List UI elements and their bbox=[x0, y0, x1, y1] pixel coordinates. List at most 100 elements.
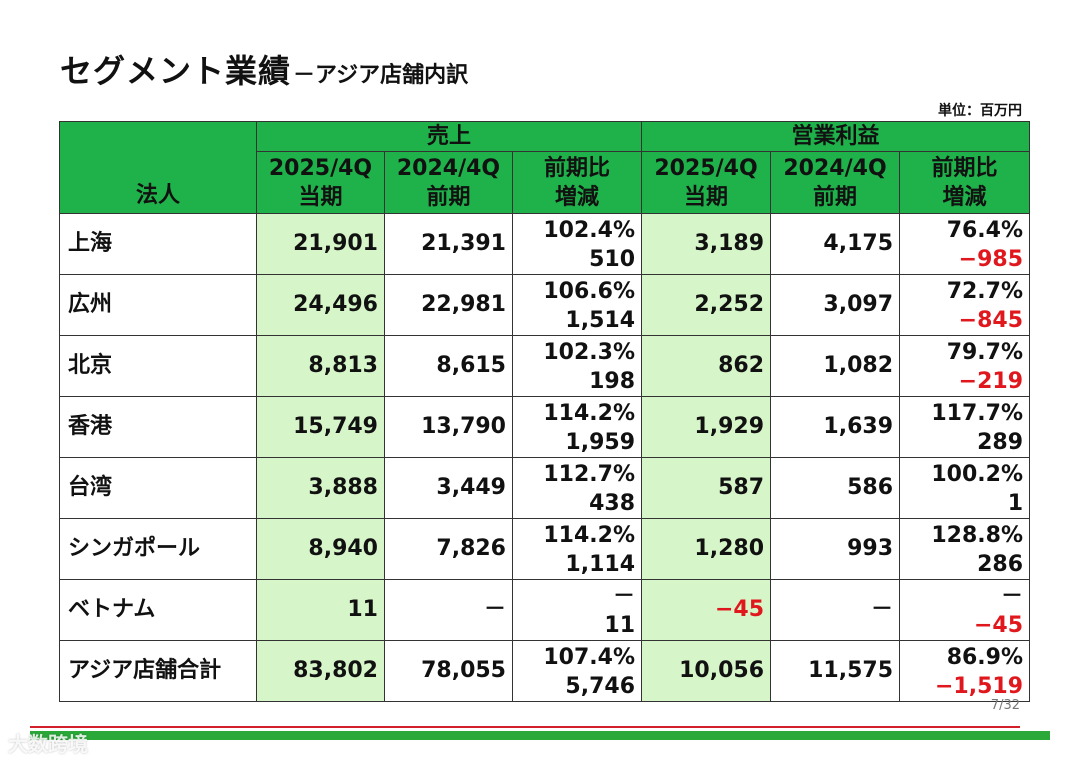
profit-change: 76.4% −985 bbox=[899, 213, 1031, 275]
profit-change: 117.7% 289 bbox=[899, 396, 1031, 458]
table-row: 香港 15,749 13,790 114.2% 1,959 1,929 1,639 117.7… bbox=[59, 396, 1031, 458]
diff-value: 1,959 bbox=[565, 429, 636, 455]
sales-previous: － bbox=[384, 579, 513, 641]
sales-change: － 11 bbox=[511, 579, 643, 641]
footer-green-bar bbox=[30, 731, 1050, 740]
ratio-value: 114.2% bbox=[543, 400, 636, 426]
table-row: ベトナム 11 －－ 11 −45 －－ −45 bbox=[59, 579, 1031, 641]
profit-change: 86.9% −1,519 bbox=[899, 640, 1031, 702]
entity-name: アジア店舗合計 bbox=[59, 640, 257, 702]
diff-value: 286 bbox=[977, 551, 1024, 577]
segment-table: 法人 売上 営業利益 2025/4Q 当期 2024/4Q 前期 前期比 増減 202… bbox=[59, 121, 1031, 702]
sales-previous: 3,449 bbox=[384, 457, 513, 519]
diff-value: −845 bbox=[958, 307, 1024, 333]
diff-value: 438 bbox=[589, 490, 636, 516]
col-header: 前期比 増減 bbox=[511, 151, 643, 214]
unit-label: 単位：百万円 bbox=[938, 103, 1022, 119]
ratio-value: 100.2% bbox=[931, 461, 1024, 487]
ratio-value: 128.8% bbox=[931, 522, 1024, 548]
ratio-value: 76.4% bbox=[946, 217, 1024, 243]
diff-value: −219 bbox=[958, 368, 1024, 394]
ratio-value: － bbox=[1001, 583, 1024, 609]
ratio-value: 102.3% bbox=[543, 339, 636, 365]
sales-previous: 13,790 bbox=[384, 396, 513, 458]
table-row: 上海 21,901 21,391 102.4% 510 3,189 4,175 76.4% −9… bbox=[59, 213, 1031, 275]
table-row: 北京 8,813 8,615 102.3% 198 862 1,082 79.7% −219 bbox=[59, 335, 1031, 397]
watermark: 大数跨境 bbox=[8, 732, 88, 756]
sales-change: 114.2% 1,114 bbox=[511, 518, 643, 580]
table-row: 台湾 3,888 3,449 112.7% 438 587 586 100.2% 1 bbox=[59, 457, 1031, 519]
ratio-value: 117.7% bbox=[931, 400, 1024, 426]
profit-current: 862 bbox=[641, 335, 772, 397]
entity-name: 北京 bbox=[59, 335, 257, 397]
sales-change: 102.4% 510 bbox=[511, 213, 643, 275]
profit-current: 1,929 bbox=[641, 396, 772, 458]
ratio-value: － bbox=[613, 583, 636, 609]
ratio-value: 102.4% bbox=[543, 217, 636, 243]
profit-current: 587 bbox=[641, 457, 772, 519]
profit-current: −45 bbox=[641, 579, 772, 641]
ratio-value: 107.4% bbox=[543, 644, 636, 670]
diff-value: 11 bbox=[604, 612, 636, 638]
profit-previous: 1,639 bbox=[770, 396, 901, 458]
profit-change: 100.2% 1 bbox=[899, 457, 1031, 519]
diff-value: 198 bbox=[589, 368, 636, 394]
diff-value: −45 bbox=[973, 612, 1024, 638]
diff-value: 5,746 bbox=[565, 673, 636, 699]
table-row: シンガポール 8,940 7,826 114.2% 1,114 1,280 993 128.8… bbox=[59, 518, 1031, 580]
table-row: 広州 24,496 22,981 106.6% 1,514 2,252 3,097 72.7%… bbox=[59, 274, 1031, 336]
sales-current: 8,813 bbox=[256, 335, 385, 397]
profit-change: 72.7% −845 bbox=[899, 274, 1031, 336]
footer-red-line bbox=[30, 726, 1020, 728]
sales-previous: 21,391 bbox=[384, 213, 513, 275]
sales-previous: 7,826 bbox=[384, 518, 513, 580]
profit-previous: 11,575 bbox=[770, 640, 901, 702]
table-row: アジア店舗合計 83,802 78,055 107.4% 5,746 10,056 11,5… bbox=[59, 640, 1031, 702]
sales-current: 83,802 bbox=[256, 640, 385, 702]
profit-previous: 586 bbox=[770, 457, 901, 519]
col-header: 前期比 増減 bbox=[899, 151, 1031, 214]
sales-current: 11 bbox=[256, 579, 385, 641]
ratio-value: 112.7% bbox=[543, 461, 636, 487]
diff-value: −985 bbox=[958, 246, 1024, 272]
sales-previous: 78,055 bbox=[384, 640, 513, 702]
diff-value: 1,114 bbox=[565, 551, 636, 577]
diff-value: 1,514 bbox=[565, 307, 636, 333]
profit-group-header: 営業利益 bbox=[641, 121, 1031, 152]
profit-current: 1,280 bbox=[641, 518, 772, 580]
sales-change: 114.2% 1,959 bbox=[511, 396, 643, 458]
diff-value: 510 bbox=[589, 246, 636, 272]
entity-name: ベトナム bbox=[59, 579, 257, 641]
sales-current: 24,496 bbox=[256, 274, 385, 336]
profit-previous: 1,082 bbox=[770, 335, 901, 397]
ratio-value: 79.7% bbox=[946, 339, 1024, 365]
col-header: 2024/4Q 前期 bbox=[384, 151, 513, 214]
col-header: 2024/4Q 前期 bbox=[770, 151, 901, 214]
sales-change: 107.4% 5,746 bbox=[511, 640, 643, 702]
ratio-value: 114.2% bbox=[543, 522, 636, 548]
entity-name: 上海 bbox=[59, 213, 257, 275]
profit-current: 10,056 bbox=[641, 640, 772, 702]
diff-value: 289 bbox=[977, 429, 1024, 455]
col-header: 2025/4Q 当期 bbox=[641, 151, 772, 214]
entity-name: 広州 bbox=[59, 274, 257, 336]
diff-value: −1,519 bbox=[934, 673, 1024, 699]
entity-name: 台湾 bbox=[59, 457, 257, 519]
profit-previous: － bbox=[770, 579, 901, 641]
profit-previous: 4,175 bbox=[770, 213, 901, 275]
title-main: セグメント業績 bbox=[60, 52, 292, 90]
sales-current: 3,888 bbox=[256, 457, 385, 519]
profit-current: 3,189 bbox=[641, 213, 772, 275]
entity-name: シンガポール bbox=[59, 518, 257, 580]
sales-change: 112.7% 438 bbox=[511, 457, 643, 519]
profit-previous: 993 bbox=[770, 518, 901, 580]
sales-current: 8,940 bbox=[256, 518, 385, 580]
sales-previous: 22,981 bbox=[384, 274, 513, 336]
col-header: 2025/4Q 当期 bbox=[256, 151, 385, 214]
page-number: 7/32 bbox=[990, 698, 1020, 713]
page-title: セグメント業績－アジア店舗内訳 bbox=[60, 46, 468, 92]
sales-current: 21,901 bbox=[256, 213, 385, 275]
profit-previous: 3,097 bbox=[770, 274, 901, 336]
profit-change: 128.8% 286 bbox=[899, 518, 1031, 580]
profit-change: － −45 bbox=[899, 579, 1031, 641]
